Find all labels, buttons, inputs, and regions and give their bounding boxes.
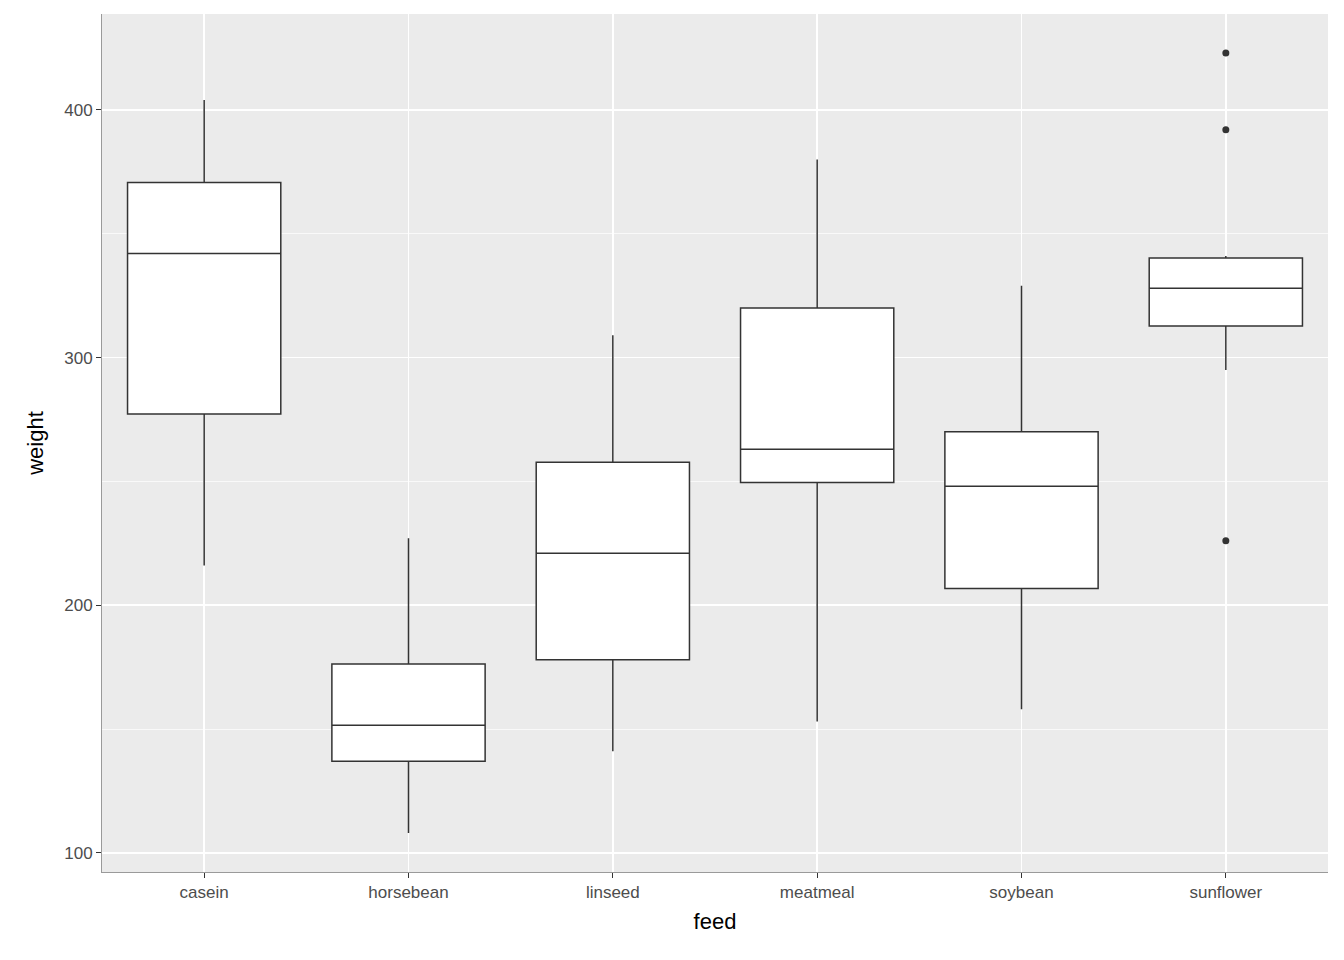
svg-text:meatmeal: meatmeal bbox=[780, 883, 855, 902]
svg-text:sunflower: sunflower bbox=[1189, 883, 1262, 902]
svg-text:feed: feed bbox=[694, 909, 737, 934]
svg-text:weight: weight bbox=[23, 411, 48, 476]
svg-text:300: 300 bbox=[64, 349, 92, 368]
svg-text:casein: casein bbox=[180, 883, 229, 902]
svg-text:soybean: soybean bbox=[989, 883, 1053, 902]
svg-text:400: 400 bbox=[64, 101, 92, 120]
svg-text:linseed: linseed bbox=[586, 883, 640, 902]
svg-text:horsebean: horsebean bbox=[368, 883, 448, 902]
svg-text:100: 100 bbox=[64, 844, 92, 863]
svg-text:200: 200 bbox=[64, 596, 92, 615]
